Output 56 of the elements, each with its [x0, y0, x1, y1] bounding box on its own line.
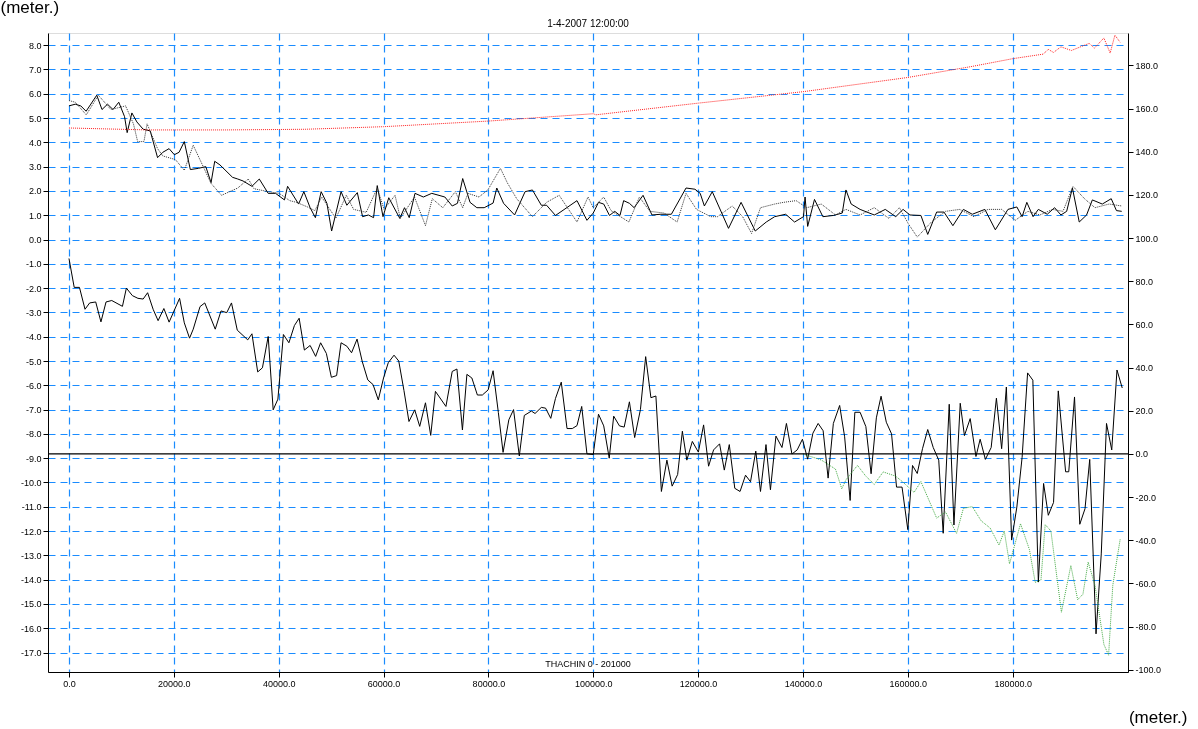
y2-tick-label: 80.0 — [1135, 276, 1154, 287]
y-tick-label: -8.0 — [25, 429, 42, 440]
y-tick-label: -4.0 — [25, 332, 42, 343]
y-tick-label: -7.0 — [25, 405, 42, 416]
x-tick-label: 40000.0 — [262, 678, 296, 689]
y2-tick-label: 40.0 — [1135, 363, 1154, 374]
x-tick-label: 180000.0 — [994, 678, 1032, 689]
y2-tick-label: -60.0 — [1135, 578, 1157, 589]
y-tick-label: -17.0 — [20, 648, 42, 659]
y2-tick-label: -80.0 — [1135, 622, 1157, 633]
y-tick-label: -10.0 — [20, 477, 42, 488]
y-tick-label: -13.0 — [20, 550, 42, 561]
x-tick-label: 60000.0 — [367, 678, 401, 689]
y-tick-label: -11.0 — [21, 502, 42, 513]
y2-tick-label: 100.0 — [1135, 233, 1159, 244]
x-tick-label: 80000.0 — [472, 678, 506, 689]
y-tick-label: -5.0 — [25, 356, 42, 367]
y-tick-label: 7.0 — [28, 64, 42, 75]
line-series — [68, 34, 1121, 131]
x-axis-title: (meter.) — [1128, 707, 1188, 727]
y-tick-label: -16.0 — [20, 623, 42, 634]
x-tick-label: 20000.0 — [158, 678, 191, 689]
y2-tick-label: 20.0 — [1135, 406, 1154, 417]
y-tick-label: 8.0 — [28, 40, 42, 51]
y-tick-label: 0.0 — [28, 235, 42, 246]
y2-tick-label: 180.0 — [1135, 60, 1159, 71]
y-tick-label: -1.0 — [25, 259, 42, 270]
y2-tick-label: 160.0 — [1135, 104, 1159, 115]
y2-tick-label: 140.0 — [1135, 147, 1159, 158]
annotation: THACHIN 0 - 201000 — [545, 659, 631, 669]
y-tick-label: -2.0 — [25, 283, 42, 294]
y-tick-label: 1.0 — [28, 210, 42, 221]
y2-tick-label: -100.0 — [1135, 665, 1162, 676]
y-tick-label: 5.0 — [28, 113, 42, 124]
x-tick-label: 0.0 — [63, 678, 76, 689]
x-tick-label: 120000.0 — [679, 678, 718, 689]
x-tick-label: 100000.0 — [574, 678, 613, 689]
y-tick-label: -15.0 — [20, 599, 42, 610]
chart-title: 1-4-2007 12:00:00 — [547, 18, 630, 29]
y2-tick-label: 120.0 — [1135, 190, 1159, 201]
y-tick-label: 3.0 — [28, 162, 42, 173]
y2-tick-label: -20.0 — [1135, 492, 1157, 503]
y-tick-label: 6.0 — [28, 89, 42, 100]
x-tick-label: 160000.0 — [889, 678, 928, 689]
y2-tick-label: -40.0 — [1135, 535, 1157, 546]
y-tick-label: 4.0 — [28, 137, 42, 148]
y2-tick-label: 0.0 — [1135, 449, 1149, 460]
y-tick-label: -12.0 — [20, 526, 42, 537]
y-tick-label: -14.0 — [20, 575, 42, 586]
y-axis-title: (meter.) — [0, 0, 60, 17]
y-tick-label: 2.0 — [28, 186, 42, 197]
y-tick-label: -9.0 — [25, 453, 42, 464]
y2-tick-label: 60.0 — [1135, 319, 1154, 330]
y-tick-label: -6.0 — [25, 380, 42, 391]
x-tick-label: 140000.0 — [784, 678, 823, 689]
y-tick-label: -3.0 — [25, 307, 42, 318]
